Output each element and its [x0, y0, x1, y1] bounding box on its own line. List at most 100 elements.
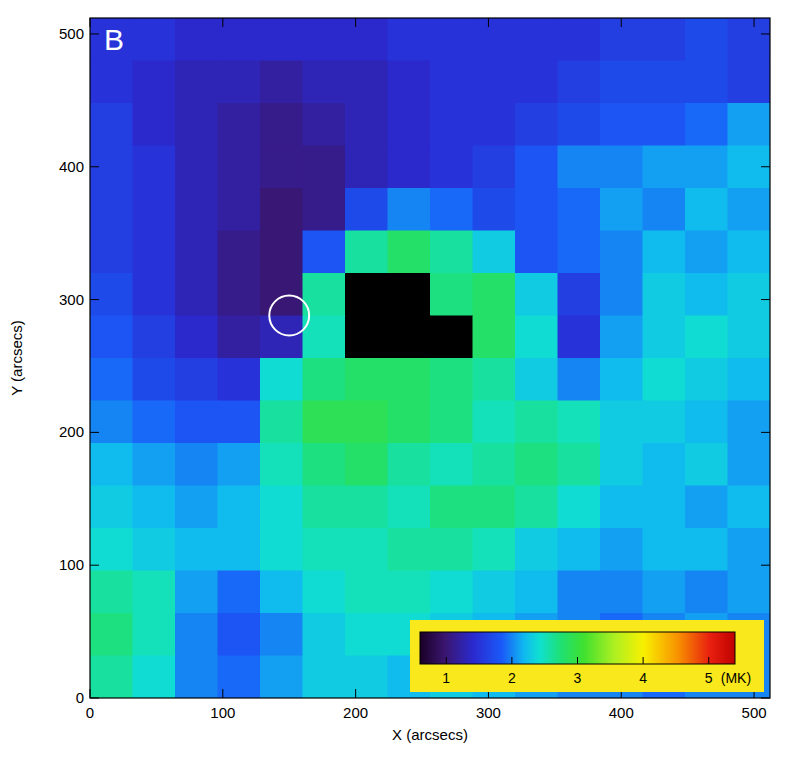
y-tick: [761, 299, 770, 300]
cell: [600, 443, 643, 486]
cell: [218, 528, 261, 571]
cell: [90, 358, 133, 401]
cell: [345, 443, 388, 486]
cell: [643, 273, 686, 316]
cell: [303, 656, 346, 699]
cell: [260, 443, 303, 486]
cell: [515, 316, 558, 359]
cell: [218, 358, 261, 401]
cell: [473, 358, 516, 401]
cell: [345, 401, 388, 444]
cell: [430, 443, 473, 486]
x-tick: [222, 689, 223, 698]
colorbar-tick-label: 1: [442, 670, 450, 686]
y-tick: [761, 166, 770, 167]
cell: [133, 146, 176, 189]
heatmap-cells: [90, 18, 770, 698]
cell: [600, 61, 643, 104]
cell: [473, 18, 516, 61]
cell: [133, 316, 176, 359]
cell: [558, 273, 601, 316]
y-tick: [761, 565, 770, 566]
cell: [260, 103, 303, 146]
cell: [133, 571, 176, 614]
cell: [515, 61, 558, 104]
cell: [175, 528, 218, 571]
cell: [728, 401, 771, 444]
cell: [303, 443, 346, 486]
cell: [218, 61, 261, 104]
cell: [728, 273, 771, 316]
cell: [430, 61, 473, 104]
cell: [558, 316, 601, 359]
x-tick: [90, 689, 91, 698]
cell: [643, 486, 686, 529]
cell: [345, 103, 388, 146]
cell: [133, 61, 176, 104]
cell: [473, 443, 516, 486]
cell: [643, 18, 686, 61]
cell: [685, 358, 728, 401]
cell: [685, 273, 728, 316]
cell: [388, 188, 431, 231]
cell: [685, 316, 728, 359]
cell: [133, 443, 176, 486]
cell: [133, 231, 176, 274]
cell: [430, 188, 473, 231]
cell: [558, 103, 601, 146]
cell: [175, 273, 218, 316]
cell: [600, 18, 643, 61]
cell: [558, 401, 601, 444]
x-tick: [90, 18, 91, 27]
cell: [430, 358, 473, 401]
cell: [260, 316, 303, 359]
cell: [90, 18, 133, 61]
cell: [473, 486, 516, 529]
y-tick: [90, 299, 99, 300]
cell: [260, 18, 303, 61]
cell: [345, 146, 388, 189]
cell: [473, 571, 516, 614]
cell: [473, 103, 516, 146]
colorbar-tick-label: 5: [705, 670, 713, 686]
cell: [558, 571, 601, 614]
y-tick: [90, 166, 99, 167]
cell: [175, 188, 218, 231]
y-tick-label: 400: [59, 158, 84, 175]
cell: [133, 613, 176, 656]
cell: [685, 188, 728, 231]
colorbar-unit: (MK): [721, 670, 751, 686]
y-tick: [90, 698, 99, 699]
colorbar-tick: [577, 657, 578, 664]
cell: [345, 358, 388, 401]
cell: [515, 231, 558, 274]
cell: [685, 486, 728, 529]
cell: [345, 486, 388, 529]
cell: [473, 316, 516, 359]
cell: [473, 146, 516, 189]
cell: [388, 18, 431, 61]
cell: [600, 358, 643, 401]
cell: [685, 146, 728, 189]
cell: [175, 613, 218, 656]
colorbar: [420, 632, 735, 664]
cell: [388, 528, 431, 571]
cell: [515, 188, 558, 231]
cell: [175, 571, 218, 614]
cell: [558, 358, 601, 401]
cell: [345, 613, 388, 656]
colorbar-tick-label: 4: [639, 670, 647, 686]
cell: [175, 401, 218, 444]
cell: [643, 571, 686, 614]
x-tick: [355, 689, 356, 698]
cell: [728, 61, 771, 104]
cell: [600, 571, 643, 614]
cell: [133, 273, 176, 316]
cell: [558, 146, 601, 189]
panel-label: B: [104, 23, 124, 56]
x-tick-label: 100: [210, 704, 235, 721]
cell: [558, 61, 601, 104]
cell: [133, 188, 176, 231]
cell: [345, 18, 388, 61]
y-tick: [90, 432, 99, 433]
